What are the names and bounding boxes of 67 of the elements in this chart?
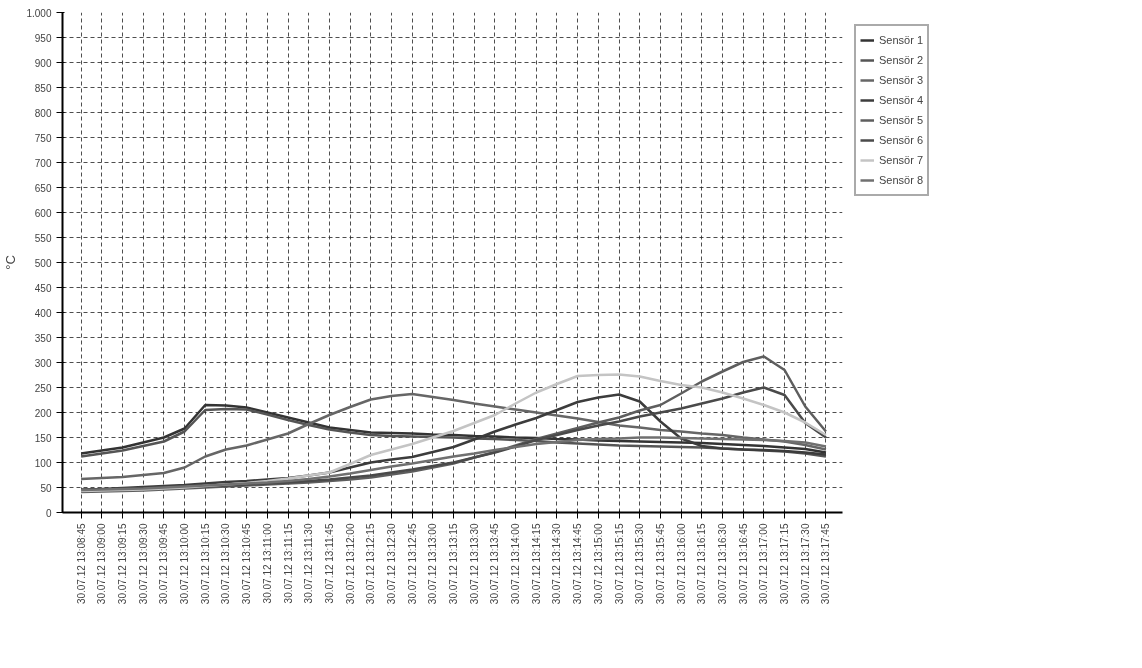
x-tick-label: 30.07.12 13:09:45 bbox=[158, 523, 170, 605]
x-tick-label: 30.07.12 13:16:00 bbox=[675, 523, 687, 605]
legend-label: Sensör 8 bbox=[879, 174, 924, 186]
y-axis-title: °C bbox=[3, 255, 19, 270]
y-tick-label: 200 bbox=[34, 407, 52, 419]
x-tick-label: 30.07.12 13:17:00 bbox=[758, 523, 770, 605]
x-tick-label: 30.07.12 13:14:15 bbox=[530, 523, 542, 605]
y-tick-label: 450 bbox=[34, 282, 52, 294]
legend-label: Sensör 6 bbox=[879, 134, 924, 146]
legend-label: Sensör 3 bbox=[879, 74, 924, 86]
x-tick-label: 30.07.12 13:15:45 bbox=[654, 523, 666, 605]
x-tick-label: 30.07.12 13:15:30 bbox=[634, 523, 646, 605]
x-tick-label: 30.07.12 13:11:00 bbox=[261, 523, 273, 604]
legend-label: Sensör 2 bbox=[879, 54, 924, 66]
x-tick-label: 30.07.12 13:17:30 bbox=[799, 523, 811, 605]
y-tick-label: 750 bbox=[34, 132, 52, 144]
x-tick-label: 30.07.12 13:10:15 bbox=[199, 523, 211, 605]
y-tick-label: 1.000 bbox=[26, 7, 52, 19]
y-tick-label: 100 bbox=[34, 457, 52, 469]
x-tick-label: 30.07.12 13:11:15 bbox=[282, 523, 294, 604]
x-tick-label: 30.07.12 13:09:30 bbox=[137, 523, 149, 605]
legend-label: Sensör 5 bbox=[879, 114, 924, 126]
x-tick-label: 30.07.12 13:14:00 bbox=[510, 523, 522, 605]
y-tick-label: 850 bbox=[34, 82, 52, 94]
x-tick-label: 30.07.12 13:13:00 bbox=[427, 523, 439, 605]
y-tick-label: 950 bbox=[34, 32, 52, 44]
x-tick-label: 30.07.12 13:16:30 bbox=[717, 523, 728, 605]
x-tick-label: 30.07.12 13:15:15 bbox=[613, 523, 625, 605]
x-tick-label: 30.07.12 13:11:30 bbox=[303, 523, 315, 604]
x-tick-label: 30.07.12 13:13:30 bbox=[468, 523, 480, 605]
x-tick-label: 30.07.12 13:13:45 bbox=[489, 523, 501, 605]
x-tick-label: 30.07.12 13:16:45 bbox=[737, 523, 749, 605]
y-tick-label: 300 bbox=[34, 357, 52, 369]
x-tick-label: 30.07.12 13:12:00 bbox=[344, 523, 356, 605]
x-tick-label: 30.07.12 13:12:15 bbox=[365, 523, 377, 605]
y-tick-label: 0 bbox=[45, 507, 52, 519]
x-tick-label: 30.07.12 13:12:45 bbox=[406, 523, 418, 605]
x-tick-label: 30.07.12 13:10:00 bbox=[179, 523, 191, 605]
legend-label: Sensör 1 bbox=[879, 34, 924, 46]
y-tick-label: 50 bbox=[40, 482, 52, 494]
y-tick-label: 400 bbox=[34, 307, 52, 319]
y-tick-label: 350 bbox=[34, 332, 52, 344]
y-tick-label: 250 bbox=[34, 382, 52, 394]
y-tick-label: 550 bbox=[34, 232, 52, 244]
x-tick-label: 30.07.12 13:16:15 bbox=[696, 523, 708, 605]
y-tick-label: 700 bbox=[34, 157, 52, 169]
y-tick-label: 650 bbox=[34, 182, 52, 194]
y-tick-label: 600 bbox=[34, 207, 52, 219]
x-tick-label: 30.07.12 13:14:30 bbox=[551, 523, 563, 605]
x-tick-label: 30.07.12 13:10:30 bbox=[220, 523, 232, 605]
x-tick-label: 30.07.12 13:09:00 bbox=[96, 523, 108, 605]
x-tick-label: 30.07.12 13:09:15 bbox=[117, 523, 128, 605]
legend-label: Sensör 4 bbox=[879, 94, 924, 106]
x-tick-label: 30.07.12 13:12:30 bbox=[385, 523, 397, 605]
x-tick-label: 30.07.12 13:17:45 bbox=[820, 523, 832, 605]
x-tick-label: 30.07.12 13:13:15 bbox=[448, 523, 460, 605]
x-tick-label: 30.07.12 13:10:45 bbox=[241, 523, 253, 605]
x-tick-label: 30.07.12 13:15:00 bbox=[592, 523, 604, 605]
x-tick-label: 30.07.12 13:08:45 bbox=[75, 523, 87, 605]
y-tick-label: 150 bbox=[34, 432, 52, 444]
y-tick-label: 900 bbox=[34, 57, 52, 69]
y-tick-label: 500 bbox=[34, 257, 52, 269]
y-tick-label: 800 bbox=[34, 107, 52, 119]
x-tick-label: 30.07.12 13:17:15 bbox=[779, 523, 791, 605]
x-tick-label: 30.07.12 13:14:45 bbox=[572, 523, 584, 605]
legend-label: Sensör 7 bbox=[879, 154, 924, 166]
x-tick-label: 30.07.12 13:11:45 bbox=[323, 523, 335, 604]
